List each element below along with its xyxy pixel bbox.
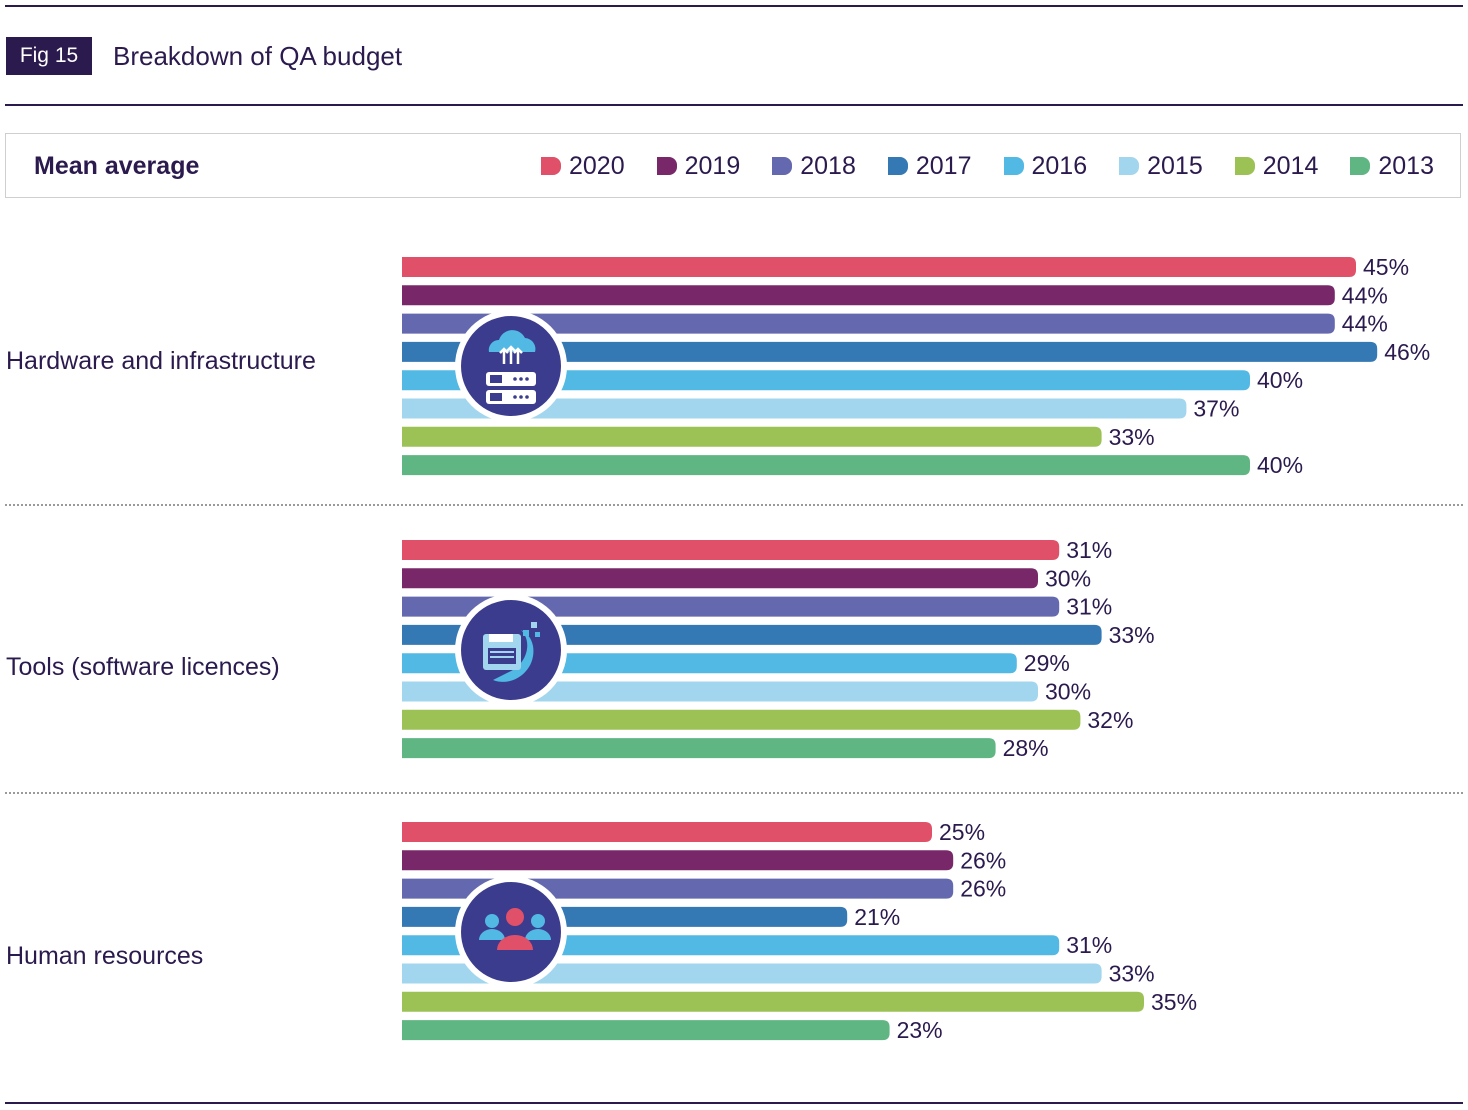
- legend-swatch: [1350, 157, 1371, 175]
- data-label: 29%: [1024, 650, 1070, 676]
- legend-label: 2020: [569, 152, 625, 180]
- bar-2014-0: [402, 426, 1102, 447]
- group-divider: [5, 504, 1463, 506]
- data-label: 26%: [960, 876, 1006, 902]
- bar-2015-0: [402, 398, 1187, 419]
- bar-2019-2: [402, 850, 954, 871]
- bar-2020-1: [402, 540, 1060, 560]
- data-label: 21%: [854, 904, 900, 930]
- legend-item-2017: 2017: [887, 150, 972, 182]
- bar-2017-1: [402, 624, 1102, 645]
- figure-title: Breakdown of QA budget: [113, 41, 403, 71]
- people-icon: [455, 876, 567, 988]
- data-label: 33%: [1109, 424, 1155, 450]
- data-label: 30%: [1045, 565, 1091, 591]
- category-label-human-resources: Human resources: [6, 942, 204, 970]
- legend-swatch: [656, 157, 677, 175]
- bar-2013-2: [402, 1020, 890, 1041]
- software-tools-icon: [455, 594, 567, 706]
- bar-2013-0: [402, 455, 1250, 476]
- data-label: 33%: [1109, 961, 1155, 987]
- bar-2018-1: [402, 596, 1060, 617]
- group-divider: [5, 792, 1463, 794]
- data-label: 44%: [1342, 282, 1388, 308]
- header-rule: [5, 104, 1463, 106]
- data-label: 28%: [1003, 735, 1049, 761]
- legend-item-2015: 2015: [1119, 150, 1203, 182]
- legend-label: 2015: [1147, 152, 1203, 180]
- legend-title: Mean average: [34, 152, 200, 180]
- bar-2016-0: [402, 370, 1250, 391]
- bar-2014-2: [402, 991, 1144, 1012]
- bottom-rule: [5, 1102, 1463, 1104]
- legend-item-2019: 2019: [656, 150, 741, 182]
- legend-swatch: [772, 157, 793, 175]
- data-label: 31%: [1066, 932, 1112, 958]
- data-label: 31%: [1066, 537, 1112, 563]
- data-label: 30%: [1045, 679, 1091, 705]
- legend: Mean average 2020 2019 2018 2017 2016 2015 201…: [5, 133, 1461, 198]
- data-label: 32%: [1087, 707, 1133, 733]
- legend-swatch: [541, 157, 561, 175]
- bar-2019-0: [402, 285, 1335, 306]
- legend-item-2013: 2013: [1350, 150, 1434, 182]
- legend-label: 2016: [1031, 152, 1088, 180]
- data-label: 33%: [1109, 622, 1155, 648]
- bar-2014-1: [402, 709, 1081, 730]
- data-label: 37%: [1193, 396, 1239, 422]
- data-label: 26%: [960, 847, 1006, 873]
- legend-label: 2019: [684, 152, 741, 180]
- data-label: 40%: [1257, 452, 1303, 478]
- bar-2015-1: [402, 681, 1038, 702]
- legend-swatch: [1003, 157, 1024, 175]
- data-label: 46%: [1384, 339, 1430, 365]
- legend-swatch: [1119, 157, 1140, 175]
- bar-2019-1: [402, 568, 1038, 589]
- data-label: 35%: [1151, 989, 1197, 1015]
- legend-label: 2017: [915, 152, 972, 180]
- category-label-tools: Tools (software licences): [6, 653, 280, 681]
- legend-label: 2013: [1378, 152, 1434, 180]
- bar-2018-0: [402, 313, 1335, 334]
- bar-2015-2: [402, 963, 1102, 984]
- data-label: 40%: [1257, 367, 1303, 393]
- figure-number-badge: Fig 15: [6, 37, 92, 75]
- bar-2017-0: [402, 341, 1378, 362]
- data-label: 31%: [1066, 594, 1112, 620]
- cloud-server-icon: [455, 310, 567, 422]
- legend-item-2018: 2018: [772, 150, 856, 182]
- top-rule: [5, 5, 1463, 7]
- legend-label: 2018: [800, 152, 856, 180]
- data-label: 44%: [1342, 311, 1388, 337]
- data-label: 25%: [939, 819, 985, 845]
- category-label-hardware: Hardware and infrastructure: [6, 347, 316, 375]
- legend-swatch: [887, 157, 908, 175]
- bar-2013-1: [402, 738, 996, 759]
- legend-item-2016: 2016: [1003, 150, 1088, 182]
- legend-swatch: [1234, 157, 1255, 175]
- data-label: 23%: [897, 1017, 943, 1043]
- data-label: 45%: [1363, 254, 1409, 280]
- legend-item-2020: 2020: [541, 150, 625, 182]
- legend-label: 2014: [1262, 152, 1319, 180]
- legend-items: 2020 2019 2018 2017 2016 2015 2014 2013: [541, 150, 1434, 182]
- bar-2020-2: [402, 822, 932, 842]
- legend-item-2014: 2014: [1234, 150, 1319, 182]
- bar-2020-0: [402, 257, 1356, 277]
